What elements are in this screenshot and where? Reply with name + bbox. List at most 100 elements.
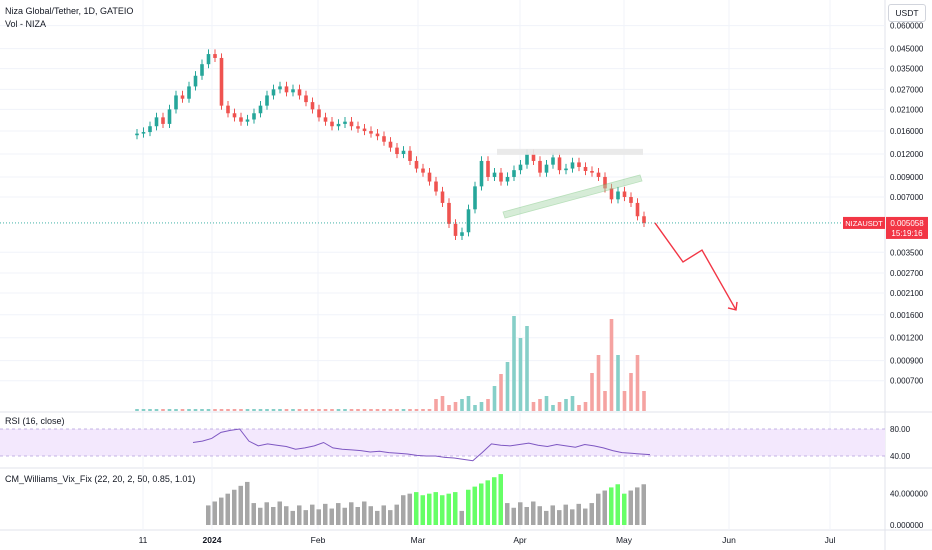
candle bbox=[551, 157, 555, 165]
candle bbox=[518, 164, 523, 171]
candle bbox=[538, 160, 542, 173]
vix-bar bbox=[277, 501, 282, 525]
volume-bar bbox=[642, 391, 646, 411]
volume-bar bbox=[505, 362, 510, 411]
volume-bar bbox=[297, 409, 302, 411]
price-axis-label: 0.002700 bbox=[890, 269, 924, 278]
volume-bar bbox=[271, 409, 276, 411]
volume-bar bbox=[232, 409, 237, 411]
vix-bar bbox=[531, 501, 536, 525]
volume-bar bbox=[609, 319, 614, 411]
candle bbox=[148, 126, 152, 133]
vix-bar bbox=[563, 504, 568, 525]
candle bbox=[564, 168, 568, 171]
volume-bar bbox=[330, 409, 334, 411]
price-axis-label: 0.003500 bbox=[890, 248, 924, 257]
volume-bar bbox=[473, 405, 477, 411]
price-badge-countdown: 15:19:16 bbox=[891, 229, 923, 238]
time-axis-label: Jul bbox=[825, 535, 836, 545]
candle bbox=[408, 150, 412, 161]
vix-bar bbox=[303, 510, 308, 525]
candle bbox=[141, 132, 146, 134]
volume-bar bbox=[161, 409, 165, 411]
candle bbox=[193, 75, 198, 87]
candle bbox=[466, 209, 471, 233]
candle bbox=[343, 121, 347, 124]
vix-bar bbox=[297, 505, 302, 525]
vix-bar bbox=[238, 485, 243, 525]
vix-axis-label: 0.000000 bbox=[890, 521, 924, 530]
volume-bar bbox=[252, 409, 256, 411]
candle bbox=[219, 57, 224, 106]
volume-bar bbox=[447, 405, 451, 411]
candle bbox=[486, 160, 490, 177]
vix-legend[interactable]: CM_Williams_Vix_Fix (22, 20, 2, 50, 0.85… bbox=[5, 474, 196, 484]
vix-bar bbox=[329, 508, 334, 525]
candle bbox=[336, 123, 341, 127]
candle bbox=[317, 109, 321, 118]
vix-bar bbox=[271, 506, 276, 525]
candle bbox=[278, 86, 282, 90]
volume-bar bbox=[193, 409, 198, 411]
vix-bar bbox=[401, 495, 406, 525]
vix-bar bbox=[219, 497, 224, 525]
candle bbox=[239, 117, 243, 122]
volume-bar bbox=[440, 396, 445, 411]
candle bbox=[375, 133, 380, 137]
vix-bar bbox=[258, 507, 263, 525]
vix-bar bbox=[264, 502, 269, 525]
vix-bar bbox=[589, 503, 594, 525]
volume-bar bbox=[200, 409, 204, 411]
price-axis-label: 0.009000 bbox=[890, 173, 924, 182]
vix-bar bbox=[349, 502, 354, 525]
candle bbox=[200, 64, 204, 76]
vix-bar bbox=[375, 510, 380, 525]
volume-bar bbox=[577, 405, 581, 411]
candle bbox=[460, 232, 464, 236]
currency-button[interactable]: USDT bbox=[888, 4, 926, 22]
candle bbox=[297, 89, 302, 96]
rsi-band bbox=[0, 429, 885, 456]
candle bbox=[388, 141, 393, 148]
candle bbox=[232, 113, 237, 118]
candle bbox=[382, 136, 386, 142]
price-axis-label: 0.045000 bbox=[890, 45, 924, 54]
candle bbox=[479, 160, 484, 187]
volume-bar bbox=[323, 409, 328, 411]
volume-bar bbox=[343, 409, 347, 411]
rsi-legend[interactable]: RSI (16, close) bbox=[5, 416, 65, 426]
volume-bar bbox=[219, 409, 224, 411]
vix-bar bbox=[212, 501, 217, 525]
vix-bar bbox=[446, 493, 451, 525]
volume-bar bbox=[141, 409, 146, 411]
candle bbox=[492, 172, 497, 177]
resistance-zone bbox=[497, 148, 643, 155]
volume-bar bbox=[278, 409, 282, 411]
price-axis-label: 0.007000 bbox=[890, 193, 924, 202]
candle bbox=[310, 102, 315, 110]
price-axis-label: 0.002100 bbox=[890, 289, 924, 298]
time-axis-label: May bbox=[616, 535, 633, 545]
vix-bar bbox=[427, 493, 432, 525]
candle bbox=[349, 121, 354, 127]
volume-bar bbox=[356, 409, 360, 411]
candle bbox=[291, 89, 295, 93]
symbol-title[interactable]: Niza Global/Tether, 1D, GATEIO bbox=[5, 6, 134, 16]
vix-bar bbox=[336, 503, 341, 525]
price-axis-label: 0.000700 bbox=[890, 377, 924, 386]
volume-bar bbox=[304, 409, 308, 411]
volume-bar bbox=[349, 409, 354, 411]
volume-bar bbox=[564, 399, 568, 411]
volume-bar bbox=[596, 355, 601, 411]
volume-legend[interactable]: Vol - NIZA bbox=[5, 19, 47, 29]
candle bbox=[544, 164, 549, 173]
volume-bar bbox=[362, 409, 367, 411]
time-axis-label: Apr bbox=[513, 535, 526, 545]
candle bbox=[414, 160, 419, 169]
candle bbox=[557, 157, 562, 171]
vix-bar bbox=[583, 508, 588, 525]
rsi-line bbox=[192, 428, 651, 462]
time-axis-label: 11 bbox=[139, 535, 148, 545]
support-channel bbox=[502, 174, 643, 219]
